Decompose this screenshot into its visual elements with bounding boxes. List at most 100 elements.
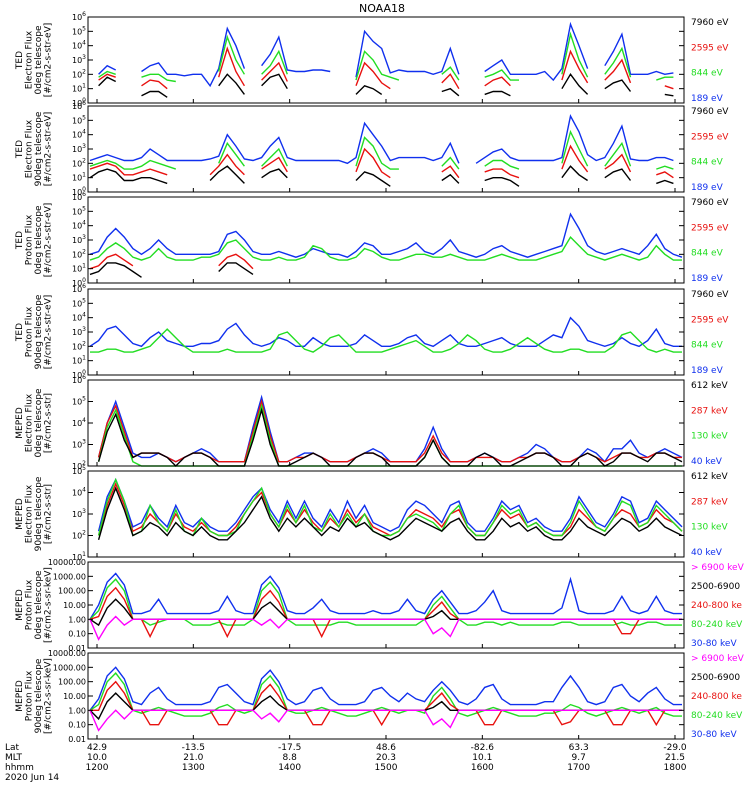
- y-tick-label: 102: [72, 460, 86, 471]
- series-green-line: [98, 31, 674, 83]
- x-tick-lat: -17.5: [278, 743, 301, 753]
- x-tick-mlt: 20.3: [376, 753, 396, 763]
- legend-entry: 80-240 keV: [691, 620, 743, 630]
- y-tick-label: 104: [72, 40, 86, 51]
- series-green-line: [89, 129, 674, 170]
- x-tick-mlt: 8.8: [283, 753, 298, 763]
- panel-2: 100 101 102 103 104 105 106 TED Electron Flux 90d…: [15, 100, 729, 197]
- panel-4: 100 101 102 103 104 105 106 TED Proton Flux 90deg…: [15, 283, 729, 380]
- figure-title: NOAA18: [359, 2, 405, 15]
- legend-entry: > 6900 keV: [691, 654, 745, 664]
- legend-entry: 844 eV: [691, 158, 724, 168]
- series-green-line: [89, 578, 682, 626]
- x-tick-time: 1200: [86, 763, 109, 773]
- y-tick-label: 101: [72, 355, 86, 366]
- y-tick-label: 10000.00: [48, 558, 86, 567]
- y-axis-title-line: 0deg telescope: [34, 25, 44, 95]
- panel-frame: [87, 561, 685, 649]
- y-axis-title-line: Electron Flux: [25, 30, 35, 89]
- y-tick-label: 105: [72, 297, 86, 308]
- y-axis-title-line: [#/cm2-s-sr-keV]: [44, 567, 54, 643]
- y-tick-label: 103: [72, 143, 86, 154]
- series-green-line: [89, 235, 682, 261]
- y-tick-label: 101: [72, 83, 86, 94]
- legend-entry: 40 keV: [691, 457, 723, 467]
- legend-entry: 844 eV: [691, 249, 724, 259]
- y-axis-title-line: [#/cm2-s-str-eV]: [44, 112, 54, 187]
- y-axis-title-line: 90deg telescope: [34, 658, 44, 733]
- y-axis-title-line: 90deg telescope: [34, 294, 44, 369]
- legend-entry: 240-800 ke: [691, 692, 742, 702]
- y-tick-label: 101: [72, 551, 86, 562]
- series-blue-line: [97, 477, 683, 532]
- x-axis-row-label: hhmm: [5, 763, 34, 773]
- series-blue-line: [89, 666, 682, 711]
- y-tick-label: 0.10: [68, 630, 86, 639]
- series-blue-line: [89, 572, 682, 620]
- y-tick-label: 1.00: [68, 615, 86, 624]
- legend-entry: 130 keV: [691, 432, 728, 442]
- y-tick-label: 100: [72, 369, 86, 380]
- y-tick-label: 100.00: [58, 678, 86, 687]
- x-tick-lat: 48.6: [376, 743, 396, 753]
- y-tick-label: 1000.00: [53, 663, 86, 672]
- series-red-line: [98, 46, 674, 90]
- y-tick-label: 105: [72, 114, 86, 125]
- x-tick-mlt: 21.5: [665, 753, 685, 763]
- legend-entry: 189 eV: [691, 366, 724, 376]
- x-axis-row-label: Lat: [5, 743, 20, 753]
- panel-5: 102 103 104 105 106 MEPED Electron Flux 0deg te…: [15, 374, 728, 471]
- y-tick-label: 105: [72, 205, 86, 216]
- y-tick-label: 1.00: [68, 706, 86, 715]
- series-blue-line: [89, 316, 682, 348]
- y-tick-label: 104: [72, 417, 86, 428]
- x-tick-mlt: 10.0: [87, 753, 107, 763]
- y-axis-title-line: 0deg telescope: [34, 570, 44, 640]
- y-tick-label: 100.00: [58, 587, 86, 596]
- series-blue-line: [89, 113, 674, 165]
- legend-entry: 287 keV: [691, 406, 728, 416]
- y-axis-title-line: [#/cm2-s-sr-keV]: [44, 658, 54, 734]
- y-axis-title-line: [#/cm2-s-str-eV]: [44, 295, 54, 370]
- panel-frame: [87, 288, 685, 376]
- y-axis-title-line: 0deg telescope: [34, 205, 44, 275]
- x-axis-row-label: MLT: [5, 753, 23, 763]
- x-tick-time: 1600: [471, 763, 494, 773]
- y-axis-title-line: TED: [15, 231, 25, 250]
- series-black-line: [89, 598, 682, 627]
- x-tick-time: 1800: [664, 763, 687, 773]
- y-tick-label: 105: [72, 465, 86, 476]
- series-black-line: [97, 486, 683, 541]
- y-tick-label: 10.00: [63, 601, 86, 610]
- x-tick-lat: -13.5: [182, 743, 205, 753]
- date-label: 2020 Jun 14: [5, 773, 59, 783]
- y-axis-title-line: [#/cm2-s-str]: [44, 393, 54, 453]
- legend-entry: 7960 eV: [691, 198, 729, 208]
- series-black-line: [89, 165, 674, 187]
- y-tick-label: 106: [72, 283, 86, 294]
- panel-7: 0.01 0.10 1.00 10.00 100.00 1000.00 10000.00 ME…: [15, 558, 745, 653]
- x-tick-mlt: 9.7: [572, 753, 586, 763]
- legend-entry: 240-800 ke: [691, 601, 742, 611]
- y-tick-label: 104: [72, 312, 86, 323]
- legend-entry: 189 eV: [691, 94, 724, 104]
- legend-entry: 2595 eV: [691, 223, 729, 233]
- y-tick-label: 100: [72, 186, 86, 197]
- y-tick-label: 100: [72, 97, 86, 108]
- x-tick-time: 1500: [375, 763, 398, 773]
- series-black-line: [89, 262, 254, 278]
- y-axis-title-line: Proton Flux: [25, 670, 35, 721]
- y-axis-title-line: MEPED: [15, 680, 25, 712]
- y-tick-label: 105: [72, 396, 86, 407]
- legend-entry: 7960 eV: [691, 107, 729, 117]
- series-blue-line: [97, 394, 683, 463]
- y-axis-title-line: [#/cm2-s-str-eV]: [44, 203, 54, 278]
- series-black-line: [97, 407, 683, 467]
- y-tick-label: 103: [72, 439, 86, 450]
- panel-6: 101 102 103 104 105 MEPED Electron Flux 90deg t…: [15, 465, 728, 562]
- y-tick-label: 102: [72, 68, 86, 79]
- y-tick-label: 106: [72, 191, 86, 202]
- legend-entry: 189 eV: [691, 183, 724, 193]
